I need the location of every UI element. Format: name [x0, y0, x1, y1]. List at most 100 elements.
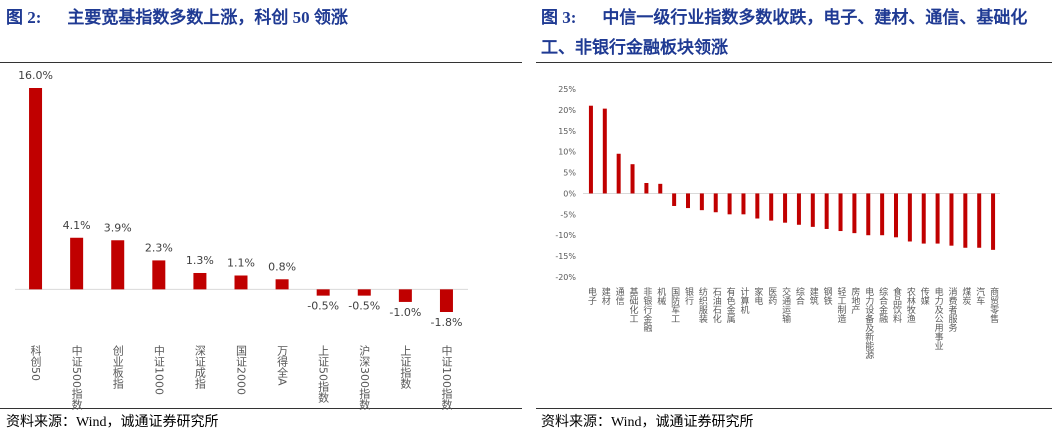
x-tick-label: 交通运输 — [780, 286, 791, 324]
bar — [727, 193, 732, 215]
bar — [783, 193, 788, 223]
value-label: 3.9% — [104, 221, 132, 234]
x-tick-label: 基础化工 — [628, 286, 639, 323]
bar — [699, 193, 704, 211]
title-text: 主要宽基指数多数上涨，科创 50 领涨 — [67, 8, 348, 27]
bar — [234, 275, 248, 290]
x-tick-label: 消费者服务 — [946, 286, 957, 333]
y-tick-label: 5% — [563, 169, 576, 178]
x-tick-label: 中证500指数 — [70, 345, 83, 411]
x-tick-label: 通信 — [614, 287, 625, 306]
bar — [357, 289, 371, 296]
bar — [275, 279, 289, 290]
bar — [866, 193, 871, 236]
bar — [672, 193, 677, 206]
y-tick-label: 15% — [558, 127, 576, 136]
value-label: -0.5% — [307, 300, 339, 313]
value-label: 16.0% — [18, 69, 53, 82]
bar — [755, 193, 760, 219]
y-tick-label: 10% — [558, 148, 576, 157]
x-tick-label: 煤炭 — [960, 286, 971, 306]
bar — [769, 193, 774, 221]
bar — [111, 240, 125, 290]
value-label: -1.8% — [430, 316, 462, 329]
x-tick-label: 轻工制造 — [836, 286, 847, 324]
x-tick-label: 房地产 — [849, 286, 860, 315]
source: 资料来源：Wind，诚通证券研究所 — [541, 415, 754, 430]
figure-title: 图 3: 中信一级行业指数多数收跌，电子、建材、通信、基础化工、非银行金融板块领涨 — [541, 3, 1053, 63]
bar — [741, 193, 746, 215]
x-tick-label: 有色金属 — [725, 286, 736, 324]
x-tick-label: 家电 — [752, 286, 763, 305]
x-tick-label: 深证成指 — [193, 345, 206, 390]
x-tick-label: 沪深300指数 — [358, 344, 371, 411]
x-tick-label: 创业板指 — [111, 345, 124, 390]
value-label: 1.3% — [186, 254, 214, 267]
x-tick-label: 钢铁 — [822, 286, 833, 306]
bar — [921, 193, 926, 244]
rule — [0, 408, 522, 409]
x-tick-label: 电力及公用事业 — [933, 286, 944, 350]
figure-label: 图 2: — [6, 8, 42, 27]
y-tick-label: -15% — [555, 252, 576, 261]
bar — [949, 193, 954, 246]
x-tick-label: 电力设备及新能源 — [863, 286, 874, 360]
x-tick-label: 上证指数 — [399, 345, 412, 390]
value-label: 4.1% — [63, 219, 91, 232]
bar — [796, 193, 801, 225]
x-tick-label: 计算机 — [738, 286, 749, 315]
x-tick-label: 科创50 — [29, 344, 42, 381]
bar — [838, 193, 843, 232]
x-tick-label: 医药 — [766, 287, 777, 306]
y-tick-label: -10% — [555, 231, 576, 240]
x-tick-label: 非银行金融 — [641, 286, 652, 333]
x-tick-label: 中证1000 — [152, 345, 165, 395]
figure-label: 图 3: — [541, 8, 577, 27]
x-tick-label: 上证50指数 — [317, 345, 330, 404]
value-label: -1.0% — [389, 306, 421, 319]
x-tick-label: 石油石化 — [711, 287, 722, 324]
x-tick-label: 中证100指数 — [440, 345, 453, 411]
y-tick-label: -20% — [555, 273, 576, 282]
x-tick-label: 综合 — [794, 286, 805, 306]
bar — [152, 260, 166, 290]
x-tick-label: 综合金融 — [877, 286, 888, 324]
x-tick-label: 商贸零售 — [988, 286, 999, 324]
bar — [824, 193, 829, 229]
bar — [686, 193, 690, 209]
x-tick-label: 建材 — [600, 286, 611, 305]
x-tick-label: 银行 — [683, 286, 694, 306]
bar — [713, 193, 718, 213]
x-tick-label: 农林牧渔 — [905, 286, 916, 323]
x-tick-label: 万得全A — [276, 345, 289, 386]
bar — [602, 108, 607, 194]
bar — [935, 193, 940, 244]
bar — [880, 193, 885, 236]
bar — [977, 193, 982, 248]
x-tick-label: 汽车 — [974, 286, 985, 306]
bar — [588, 105, 593, 194]
bar — [644, 183, 649, 194]
bar — [894, 193, 898, 238]
source: 资料来源：Wind，诚通证券研究所 — [6, 415, 219, 430]
bar — [398, 289, 412, 302]
bar — [658, 183, 663, 194]
x-tick-label: 机械 — [655, 286, 666, 306]
bar — [439, 289, 453, 312]
bar — [852, 193, 857, 234]
figure-title: 图 2: 主要宽基指数多数上涨，科创 50 领涨 — [6, 3, 516, 33]
value-label: 1.1% — [227, 257, 255, 270]
x-tick-label: 国证2000 — [235, 345, 248, 395]
bar — [991, 193, 996, 250]
bar — [29, 88, 43, 290]
y-tick-label: 25% — [558, 85, 576, 94]
bar — [907, 193, 912, 242]
y-tick-label: 20% — [558, 106, 576, 115]
bar — [630, 164, 635, 194]
rule — [0, 62, 522, 63]
bar — [193, 272, 207, 290]
value-label: 2.3% — [145, 241, 173, 254]
x-tick-label: 食品饮料 — [891, 286, 902, 324]
x-tick-label: 国防军工 — [669, 287, 680, 323]
